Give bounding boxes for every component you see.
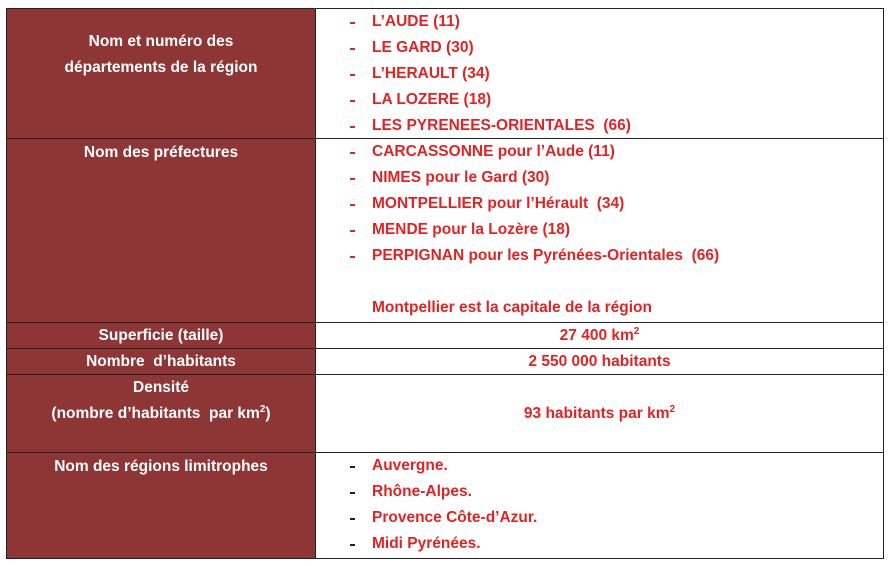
label-line: Superficie (taille) — [98, 326, 224, 344]
list-item: L’HERAULT (34) — [316, 61, 883, 87]
item-text: MONTPELLIER pour l’Hérault (34) — [372, 195, 625, 212]
note: Montpellier est la capitale de la région — [372, 299, 652, 316]
row-label: Nom des régions limitrophes — [6, 453, 315, 558]
item-text: MENDE pour la Lozère (18) — [372, 221, 571, 238]
bullet-dash — [350, 126, 355, 128]
label-line: (nombre d’habitants par km2) — [7, 401, 315, 427]
list-item: Provence Côte-d’Azur. — [316, 505, 883, 531]
bullet-dash — [350, 518, 355, 520]
row-value: L’AUDE (11) LE GARD (30) L’HERAULT (34) LA … — [315, 9, 884, 138]
table-row: Nom des régions limitrophes Auvergne. Rhôn… — [6, 453, 884, 559]
row-value: Auvergne. Rhône-Alpes. Provence Côte-d’Azu… — [315, 453, 884, 558]
superscript: 2 — [633, 325, 640, 337]
bullet-dash — [350, 100, 355, 102]
item-text: L’HERAULT (34) — [372, 65, 490, 82]
item-text: LE GARD (30) — [372, 39, 474, 56]
list-item: LA LOZERE (18) — [316, 87, 883, 113]
list-item: MONTPELLIER pour l’Hérault (34) — [316, 191, 883, 217]
value: 27 400 km2 — [560, 323, 640, 349]
label-line: départements de la région — [64, 59, 258, 76]
table-row: Superficie (taille) 27 400 km2 — [6, 323, 884, 349]
superscript: 2 — [259, 403, 266, 415]
item-text: L’AUDE (11) — [372, 13, 460, 30]
label-line: Nom et numéro des — [88, 33, 234, 50]
value: 2 550 000 habitants — [528, 349, 670, 375]
bullet-dash — [350, 74, 355, 76]
text: (nombre d’habitants par km — [51, 405, 260, 422]
value: 93 habitants par km2 — [524, 401, 675, 427]
item-text: Auvergne. — [372, 457, 448, 474]
row-value: CARCASSONNE pour l’Aude (11) NIMES pour l… — [315, 139, 884, 322]
item-text: LES PYRENEES-ORIENTALES (66) — [372, 117, 631, 134]
list-item: PERPIGNAN pour les Pyrénées-Orientales (… — [316, 243, 883, 269]
list-item: L’AUDE (11) — [316, 9, 883, 35]
bullet-dash — [350, 492, 355, 494]
bullet-dash — [350, 48, 355, 50]
table-row: Nom des préfectures CARCASSONNE pour l’Au… — [6, 139, 884, 323]
bullet-dash — [350, 178, 355, 180]
label-line: Nombre d’habitants — [86, 352, 236, 370]
text: 93 habitants par km — [523, 404, 670, 422]
list-item: LE GARD (30) — [316, 35, 883, 61]
bullet-dash — [350, 230, 355, 232]
table-row: Densité (nombre d’habitants par km2) 93 ha… — [6, 375, 884, 453]
bullet-dash — [350, 544, 355, 546]
bullet-dash — [350, 152, 355, 154]
item-text: NIMES pour le Gard (30) — [372, 169, 550, 186]
text: 2 550 000 habitants — [528, 352, 671, 370]
row-label: Nom des préfectures — [6, 139, 315, 322]
label-line: Densité — [133, 379, 189, 396]
table-row: Nom et numéro des départements de la régi… — [6, 9, 884, 139]
list-item: CARCASSONNE pour l’Aude (11) — [316, 139, 883, 165]
item-text: CARCASSONNE pour l’Aude (11) — [372, 143, 615, 160]
item-text: LA LOZERE (18) — [372, 91, 492, 108]
bullet-dash — [350, 204, 355, 206]
list-item: Auvergne. — [316, 453, 883, 479]
bullet-dash — [350, 466, 355, 468]
row-value: 27 400 km2 — [315, 323, 884, 348]
list-item: LES PYRENEES-ORIENTALES (66) — [316, 113, 883, 139]
item-text: Provence Côte-d’Azur. — [372, 509, 538, 526]
superscript: 2 — [669, 403, 676, 415]
bullet-dash — [350, 22, 355, 24]
label-line: Nom des préfectures — [83, 144, 239, 161]
info-table: Nom et numéro des départements de la régi… — [6, 8, 884, 559]
item-text: PERPIGNAN pour les Pyrénées-Orientales (… — [372, 247, 720, 264]
item-text: Midi Pyrénées. — [372, 535, 481, 552]
list-item: MENDE pour la Lozère (18) — [316, 217, 883, 243]
row-value: 2 550 000 habitants — [315, 349, 884, 374]
list-item: Rhône-Alpes. — [316, 479, 883, 505]
text: 27 400 km — [559, 326, 634, 344]
row-label: Superficie (taille) — [6, 323, 315, 348]
list-item: Midi Pyrénées. — [316, 531, 883, 557]
text: ) — [265, 405, 271, 422]
table-row: Nombre d’habitants 2 550 000 habitants — [6, 349, 884, 375]
bullet-dash — [350, 256, 355, 258]
label-line: Nom des régions limitrophes — [54, 458, 268, 475]
row-label: Nombre d’habitants — [6, 349, 315, 374]
row-label: Densité (nombre d’habitants par km2) — [6, 375, 315, 452]
row-value: 93 habitants par km2 — [315, 375, 884, 452]
row-label: Nom et numéro des départements de la régi… — [6, 9, 315, 138]
list-item: NIMES pour le Gard (30) — [316, 165, 883, 191]
item-text: Rhône-Alpes. — [372, 483, 472, 500]
